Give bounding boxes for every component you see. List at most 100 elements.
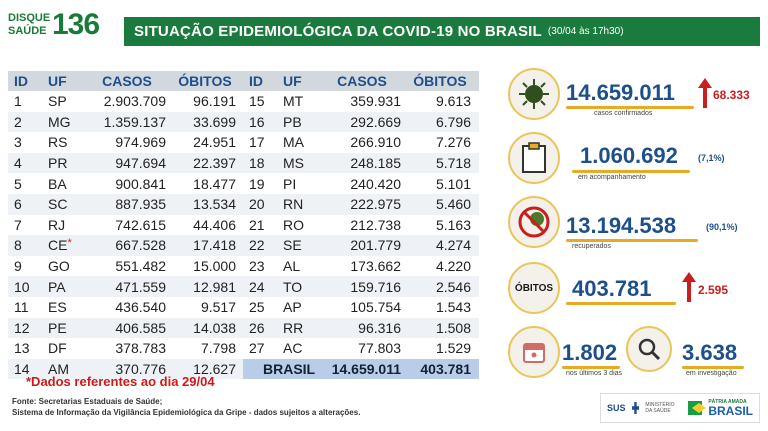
col-header-casos: CASOS	[323, 71, 409, 91]
cell-id: 20	[243, 193, 273, 215]
cell-obitos: 5.460	[409, 193, 479, 215]
cell-uf: RR	[273, 317, 323, 339]
cell-uf-text: AL	[283, 258, 301, 275]
deaths-value: 403.781	[572, 276, 652, 301]
cell-obitos-text: 9.517	[200, 299, 236, 316]
cell-uf: PA	[38, 276, 88, 297]
cell-casos-text: 2.903.709	[103, 93, 166, 110]
cell-casos: 471.559	[88, 276, 174, 297]
cell-obitos: 9.517	[174, 296, 244, 318]
cell-casos-text: 667.528	[115, 237, 166, 254]
table-row: 12 PE 406.585 14.038	[8, 317, 244, 339]
clipboard-icon	[508, 132, 560, 184]
cell-id: 21	[243, 214, 273, 236]
cell-uf: BA	[38, 173, 88, 194]
cell-id-text: 26	[249, 319, 265, 336]
data-reference-note: *Dados referentes ao dia 29/04	[26, 374, 215, 389]
monitoring-underline	[572, 170, 690, 173]
cell-casos-text: 173.662	[350, 258, 401, 275]
cell-obitos: 2.546	[409, 276, 479, 297]
cell-id-text: 14	[14, 361, 30, 378]
cell-id: 17	[243, 132, 273, 153]
cell-id-text: 20	[249, 196, 265, 213]
investigation-value: 3.638	[682, 340, 738, 365]
cell-uf: ES	[38, 296, 88, 318]
cell-casos: 77.803	[323, 338, 409, 359]
cell-obitos-text: 2.546	[435, 278, 471, 295]
cell-casos-text: 471.559	[115, 278, 166, 295]
cell-id-text: 27	[249, 340, 265, 357]
table-row: 16 PB 292.669 6.796	[243, 111, 479, 133]
cell-id: 12	[8, 317, 38, 339]
cell-casos-text: 974.969	[115, 134, 166, 151]
col-header-obitos: ÓBITOS	[174, 71, 244, 91]
cell-id-text: 1	[14, 93, 22, 110]
cell-uf-text: RO	[283, 216, 304, 233]
cell-obitos: 44.406	[174, 214, 244, 236]
table-row: 18 MS 248.185 5.718	[243, 152, 479, 174]
total-label: BRASIL	[243, 358, 323, 380]
cell-casos: 105.754	[323, 296, 409, 318]
cell-uf-text: SE	[283, 237, 302, 254]
table-row: 15 MT 359.931 9.613	[243, 91, 479, 112]
table-row: 4 PR 947.694 22.397	[8, 152, 244, 174]
investigation-label: em investigação	[686, 370, 737, 377]
confirmed-value: 14.659.011	[566, 80, 675, 105]
cell-id: 9	[8, 255, 38, 277]
cell-uf-text: AP	[283, 299, 302, 316]
gov-logo-top: PÁTRIA AMADA	[708, 399, 747, 405]
cell-id-text: 12	[14, 319, 30, 336]
cell-uf: CE*	[38, 235, 88, 256]
cell-uf: MG	[38, 111, 88, 133]
gov-logo: PÁTRIA AMADA BRASIL	[708, 399, 753, 417]
cell-uf-text: GO	[48, 258, 70, 275]
cell-uf: MA	[273, 132, 323, 153]
cell-casos: 1.359.137	[88, 111, 174, 133]
cell-obitos: 1.508	[409, 317, 479, 339]
cell-id: 5	[8, 173, 38, 194]
cell-obitos-text: 12.627	[193, 361, 236, 378]
cell-id: 26	[243, 317, 273, 339]
cell-obitos-text: 18.477	[193, 175, 236, 192]
magnifier-icon	[626, 326, 672, 372]
table-row: 23 AL 173.662 4.220	[243, 255, 479, 277]
cell-casos: 222.975	[323, 193, 409, 215]
cell-uf: TO	[273, 276, 323, 297]
total-obitos: 403.781	[409, 358, 479, 380]
cell-obitos: 14.038	[174, 317, 244, 339]
cell-uf: RJ	[38, 214, 88, 236]
footnote-star: *	[67, 237, 72, 250]
cell-id-text: 19	[249, 175, 265, 192]
cell-obitos-text: 44.406	[193, 216, 236, 233]
cell-obitos-text: 5.460	[435, 196, 471, 213]
table-row: 27 AC 77.803 1.529	[243, 338, 479, 359]
cell-obitos: 15.000	[174, 255, 244, 277]
table-row: 10 PA 471.559 12.981	[8, 276, 244, 297]
cell-casos: 292.669	[323, 111, 409, 133]
cell-obitos-text: 5.718	[435, 155, 471, 172]
states-table-right: ID UF CASOS ÓBITOS 15 MT 359.931 9.613 16 PB 2…	[243, 71, 479, 380]
cell-obitos: 12.627	[174, 358, 244, 380]
cell-casos-text: 222.975	[350, 196, 401, 213]
table-row: 22 SE 201.779 4.274	[243, 235, 479, 256]
table-row: 8 CE* 667.528 17.418	[8, 235, 244, 256]
cell-obitos: 9.613	[409, 91, 479, 112]
obitos-badge: ÓBITOS	[508, 262, 560, 314]
gov-logo-brasil: BRASIL	[708, 404, 754, 418]
cell-uf-text: RR	[283, 319, 304, 336]
table-row: 17 MA 266.910 7.276	[243, 132, 479, 153]
cell-obitos: 24.951	[174, 132, 244, 153]
cell-casos-text: 77.803	[358, 340, 401, 357]
cell-id-text: 24	[249, 278, 265, 295]
cell-casos-text: 887.935	[115, 196, 166, 213]
title-bar: SITUAÇÃO EPIDEMIOLÓGICA DA COVID-19 NO B…	[124, 17, 760, 46]
cell-obitos-text: 9.613	[435, 93, 471, 110]
table-row: 21 RO 212.738 5.163	[243, 214, 479, 236]
confirmed-label: casos confirmados	[594, 110, 653, 117]
cell-casos-text: 292.669	[350, 113, 401, 130]
cell-obitos-text: 7.276	[435, 134, 471, 151]
cell-uf: SP	[38, 91, 88, 112]
cell-casos: 974.969	[88, 132, 174, 153]
col-header-casos: CASOS	[88, 71, 174, 91]
table-row: 24 TO 159.716 2.546	[243, 276, 479, 297]
